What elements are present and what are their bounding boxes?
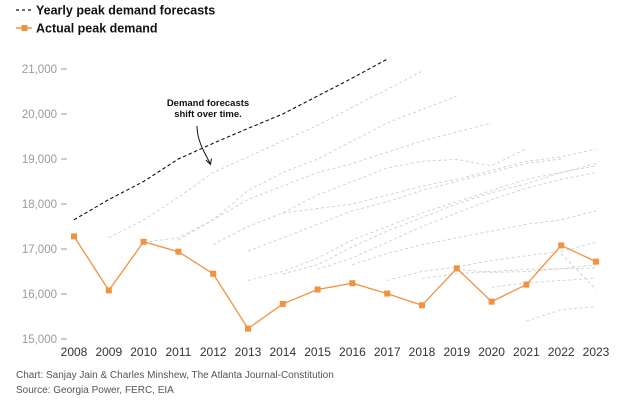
legend: Yearly peak demand forecasts Actual peak… <box>16 4 215 36</box>
latest-forecast-line <box>73 58 388 221</box>
old-forecast-line <box>108 70 423 239</box>
old-forecast-line <box>212 148 527 245</box>
x-tick-label: 2011 <box>165 345 191 359</box>
annotation-arrow-head <box>205 158 212 166</box>
y-tick-label: 16,000 <box>22 289 57 301</box>
y-tick-label: 15,000 <box>22 334 57 346</box>
old-forecast-line <box>282 148 597 214</box>
latest-forecast-line-path <box>73 58 388 221</box>
y-tick-label: 19,000 <box>22 154 57 166</box>
annotation: Demand forecasts shift over time. <box>167 98 249 166</box>
legend-label-actual: Actual peak demand <box>36 22 158 36</box>
actual-demand-point <box>279 300 286 307</box>
actual-demand-point <box>105 287 112 294</box>
annotation-line-2: shift over time. <box>174 109 242 120</box>
actual-demand-point <box>384 290 391 297</box>
x-tick-label: 2018 <box>409 345 436 359</box>
old-forecast-line <box>282 163 597 275</box>
y-tick-label: 20,000 <box>22 109 57 121</box>
x-tick-label: 2009 <box>95 345 122 359</box>
actual-demand-point <box>175 248 182 255</box>
x-tick-label: 2019 <box>443 345 470 359</box>
legend-label-forecasts: Yearly peak demand forecasts <box>36 4 215 18</box>
old-forecast-line <box>456 264 597 273</box>
x-tick-label: 2023 <box>583 345 610 359</box>
y-axis: 15,000 16,000 17,000 18,000 19,000 20,000 21,0… <box>22 64 67 346</box>
old-forecast-line <box>178 122 492 241</box>
actual-demand-point <box>419 302 425 309</box>
old-forecast-line <box>526 306 597 322</box>
actual-demand-line <box>73 236 597 330</box>
y-tick-label: 17,000 <box>22 244 57 256</box>
x-tick-label: 2008 <box>61 345 88 359</box>
x-axis: 2008 2009 2010 2011 2012 2013 2014 2015 2016 2017… <box>61 345 610 359</box>
chart-credit: Chart: Sanjay Jain & Charles Minshew, Th… <box>16 370 334 381</box>
chart-source: Source: Georgia Power, FERC, EIA <box>16 385 174 396</box>
actual-demand-point <box>245 325 251 332</box>
y-tick-label: 18,000 <box>22 199 57 211</box>
old-forecast-line <box>560 253 597 290</box>
old-forecast-line <box>247 158 562 252</box>
x-tick-label: 2017 <box>374 345 401 359</box>
actual-demand-point <box>349 280 356 287</box>
legend-item-forecasts: Yearly peak demand forecasts <box>16 4 215 18</box>
x-tick-label: 2013 <box>235 345 262 359</box>
legend-item-actual: Actual peak demand <box>16 22 158 36</box>
x-tick-label: 2015 <box>304 345 331 359</box>
actual-demand-point <box>593 258 599 265</box>
old-forecast-line <box>352 210 597 266</box>
actual-demand-point <box>558 242 565 249</box>
actual-demand-point <box>314 286 321 293</box>
actual-demand-point <box>453 265 460 272</box>
actual-demand-series <box>71 233 599 332</box>
x-tick-label: 2012 <box>200 345 227 359</box>
actual-demand-point <box>140 238 147 245</box>
older-forecast-lines <box>108 70 597 322</box>
x-tick-label: 2020 <box>478 345 505 359</box>
x-tick-label: 2014 <box>269 345 296 359</box>
old-forecast-line <box>491 277 597 288</box>
actual-demand-point <box>488 298 495 305</box>
old-forecast-line <box>247 165 597 281</box>
x-tick-label: 2016 <box>339 345 366 359</box>
x-tick-label: 2021 <box>513 345 540 359</box>
y-tick-label: 21,000 <box>22 64 57 76</box>
x-tick-label: 2010 <box>130 345 157 359</box>
actual-demand-point <box>210 270 217 277</box>
actual-demand-point <box>71 233 77 240</box>
annotation-arrow <box>196 125 211 164</box>
annotation-line-1: Demand forecasts <box>167 98 249 109</box>
old-forecast-line <box>387 241 597 281</box>
old-forecast-line <box>143 95 457 243</box>
old-forecast-line <box>317 172 597 270</box>
legend-swatch-actual-marker <box>21 25 28 31</box>
x-tick-label: 2022 <box>548 345 575 359</box>
actual-demand-point <box>523 281 530 288</box>
